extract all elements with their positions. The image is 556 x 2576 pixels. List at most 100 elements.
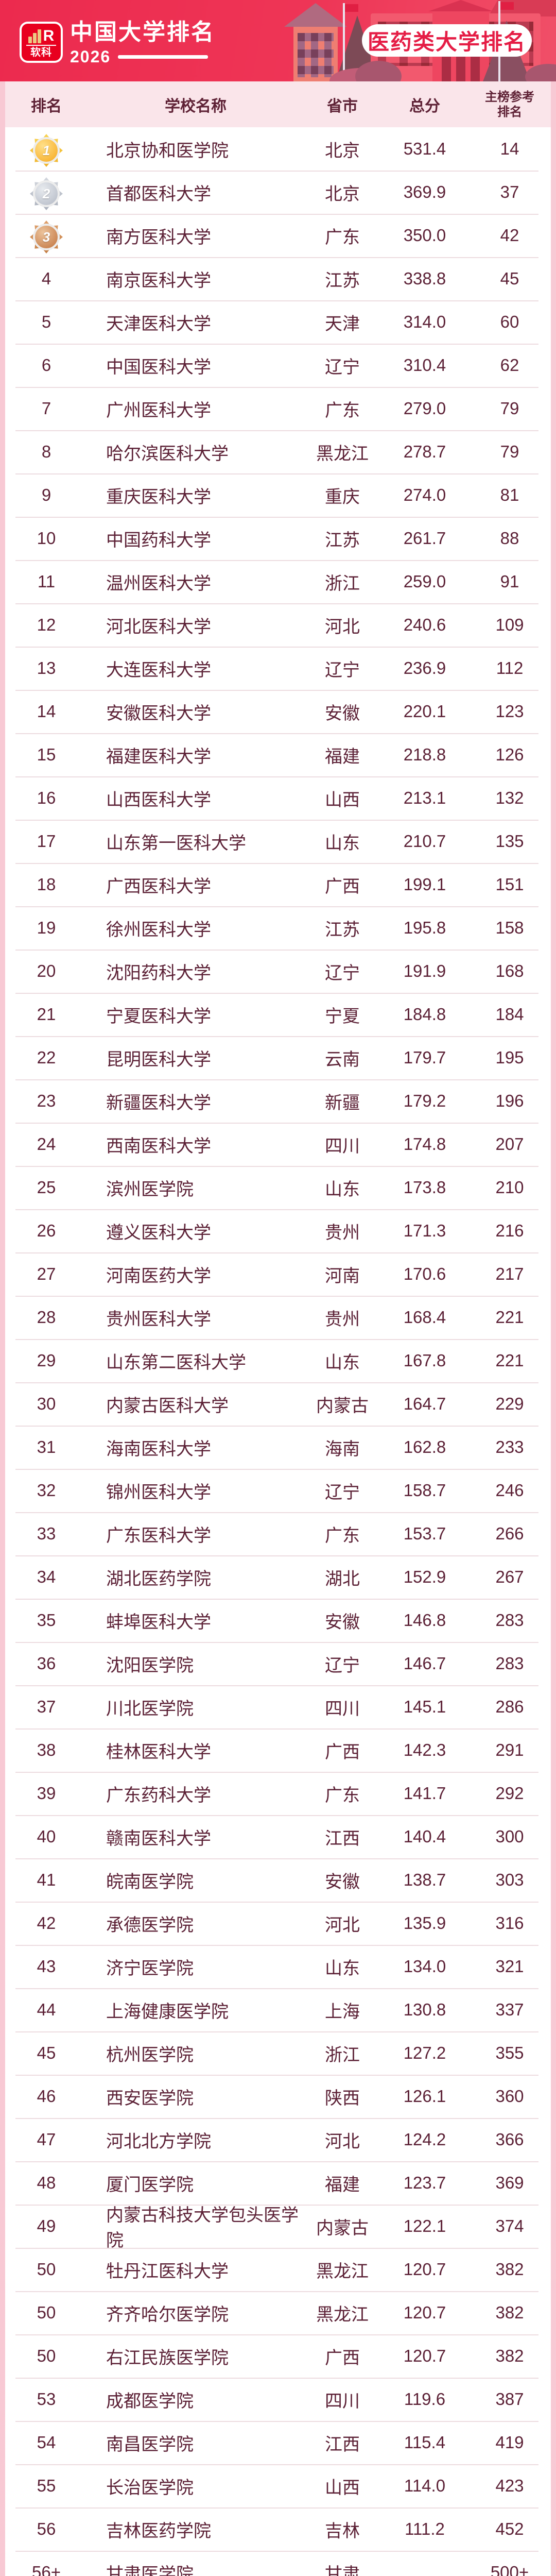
school-name: 成都医学院: [106, 2391, 194, 2411]
school-name: 宁夏医科大学: [106, 1006, 211, 1026]
rank-cell: 3: [5, 214, 88, 257]
header-score: 总分: [409, 97, 440, 115]
table-row: 50 右江民族医学院 广西 120.7 382: [5, 2334, 551, 2378]
ref-rank: 79: [500, 442, 519, 461]
school-name: 温州医科大学: [106, 573, 211, 594]
school-name: 中国药科大学: [106, 530, 211, 550]
table-row: 49 内蒙古科技大学包头医学院 内蒙古 122.1 374: [5, 2205, 551, 2250]
ref-rank: 60: [500, 312, 519, 331]
ref-rank: 292: [495, 1784, 524, 1803]
ref-rank: 132: [495, 788, 524, 807]
rank-cell: 14: [37, 702, 56, 721]
total-score: 167.8: [403, 1351, 446, 1370]
total-score: 123.7: [403, 2173, 446, 2192]
rank-cell: 53: [37, 2389, 56, 2409]
school-name: 上海健康医学院: [106, 2002, 229, 2022]
total-score: 134.0: [403, 1957, 446, 1976]
rank-cell: 44: [37, 2000, 56, 2019]
total-score: 236.9: [403, 658, 446, 677]
school-name: 湖北医药学院: [106, 1569, 211, 1589]
rank-cell: 45: [37, 2043, 56, 2062]
province: 江苏: [325, 530, 360, 550]
province: 辽宁: [325, 660, 360, 680]
province: 河南: [325, 1266, 360, 1286]
table-row: 4 南京医科大学 江苏 338.8 45: [5, 257, 551, 300]
total-score: 135.9: [403, 1913, 446, 1933]
school-name: 济宁医学院: [106, 1958, 194, 1978]
total-score: 274.0: [403, 485, 446, 504]
school-name: 内蒙古医科大学: [106, 1396, 229, 1416]
rank-cell: 2: [5, 171, 88, 214]
ref-rank: 229: [495, 1394, 524, 1413]
province: 安徽: [325, 703, 360, 723]
school-name: 牡丹江医科大学: [106, 2261, 229, 2281]
table-row: 44 上海健康医学院 上海 130.8 337: [5, 1988, 551, 2031]
rank-cell: 28: [37, 1308, 56, 1327]
rank-cell: 30: [37, 1394, 56, 1413]
school-name: 沈阳药科大学: [106, 963, 211, 983]
flag-icon: [345, 4, 358, 12]
school-name: 新疆医科大学: [106, 1093, 211, 1113]
ruanke-logo: R 软科: [20, 22, 63, 63]
table-row: 6 中国医科大学 辽宁 310.4 62: [5, 344, 551, 387]
logo-divider: [26, 44, 56, 46]
province: 云南: [325, 1049, 360, 1070]
rank-cell: 9: [41, 485, 51, 504]
ref-rank: 126: [495, 745, 524, 764]
province: 广西: [325, 2348, 360, 2368]
rank-cell: 36: [37, 1654, 56, 1673]
ref-rank: 81: [500, 485, 519, 504]
table-row: 5 天津医科大学 天津 314.0 60: [5, 300, 551, 344]
school-name: 右江民族医学院: [106, 2348, 229, 2368]
table-row: 42 承德医学院 河北 135.9 316: [5, 1902, 551, 1945]
header-rank: 排名: [31, 97, 62, 115]
ref-rank: 337: [495, 2000, 524, 2019]
medal-number: 1: [33, 137, 60, 164]
rank-cell: 23: [37, 1091, 56, 1110]
school-name: 齐齐哈尔医学院: [106, 2304, 229, 2325]
ranking-table: 排名 学校名称 省市 总分 主榜参考 排名 1 北京协和医学院 北京 531.4…: [5, 81, 551, 2576]
table-row: 20 沈阳药科大学 辽宁 191.9 168: [5, 950, 551, 993]
total-score: 310.4: [403, 355, 446, 375]
ref-rank: 14: [500, 139, 519, 158]
ref-rank: 158: [495, 918, 524, 937]
ref-rank: 500+: [490, 2563, 529, 2576]
province: 四川: [325, 1699, 360, 1719]
province: 四川: [325, 1136, 360, 1156]
rank-cell: 20: [37, 961, 56, 980]
ref-rank: 360: [495, 2087, 524, 2106]
ref-rank: 452: [495, 2519, 524, 2538]
province: 辽宁: [325, 1482, 360, 1502]
table-row: 15 福建医科大学 福建 218.8 126: [5, 733, 551, 776]
school-name: 皖南医学院: [106, 1872, 194, 1892]
table-row: 18 广西医科大学 广西 199.1 151: [5, 863, 551, 906]
medal-number: 2: [33, 180, 60, 207]
school-name: 吉林医药学院: [106, 2521, 211, 2541]
total-score: 111.2: [405, 2519, 445, 2538]
rank-cell: 31: [37, 1437, 56, 1456]
province: 甘肃: [325, 2564, 360, 2576]
ref-rank: 112: [496, 658, 524, 677]
province: 山东: [325, 1352, 360, 1372]
total-score: 114.0: [404, 2476, 446, 2495]
province: 辽宁: [325, 963, 360, 983]
ref-rank: 283: [495, 1611, 524, 1630]
province: 浙江: [325, 573, 360, 594]
total-score: 213.1: [403, 788, 446, 807]
ref-rank: 109: [495, 615, 524, 634]
table-row: 27 河南医药大学 河南 170.6 217: [5, 1252, 551, 1296]
province: 河北: [325, 1915, 360, 1935]
total-score: 164.7: [403, 1394, 446, 1413]
province: 浙江: [325, 2045, 360, 2065]
table-row: 47 河北北方学院 河北 124.2 366: [5, 2118, 551, 2161]
province: 上海: [325, 2002, 360, 2022]
ref-rank: 45: [500, 269, 519, 288]
province: 内蒙古: [316, 2218, 369, 2238]
title-block: 中国大学排名 2026: [70, 21, 215, 66]
province: 福建: [325, 747, 360, 767]
total-score: 338.8: [403, 269, 446, 288]
total-score: 124.2: [403, 2130, 446, 2149]
rank-cell: 48: [37, 2173, 56, 2192]
year-label: 2026: [70, 47, 111, 66]
school-name: 山西医科大学: [106, 790, 211, 810]
